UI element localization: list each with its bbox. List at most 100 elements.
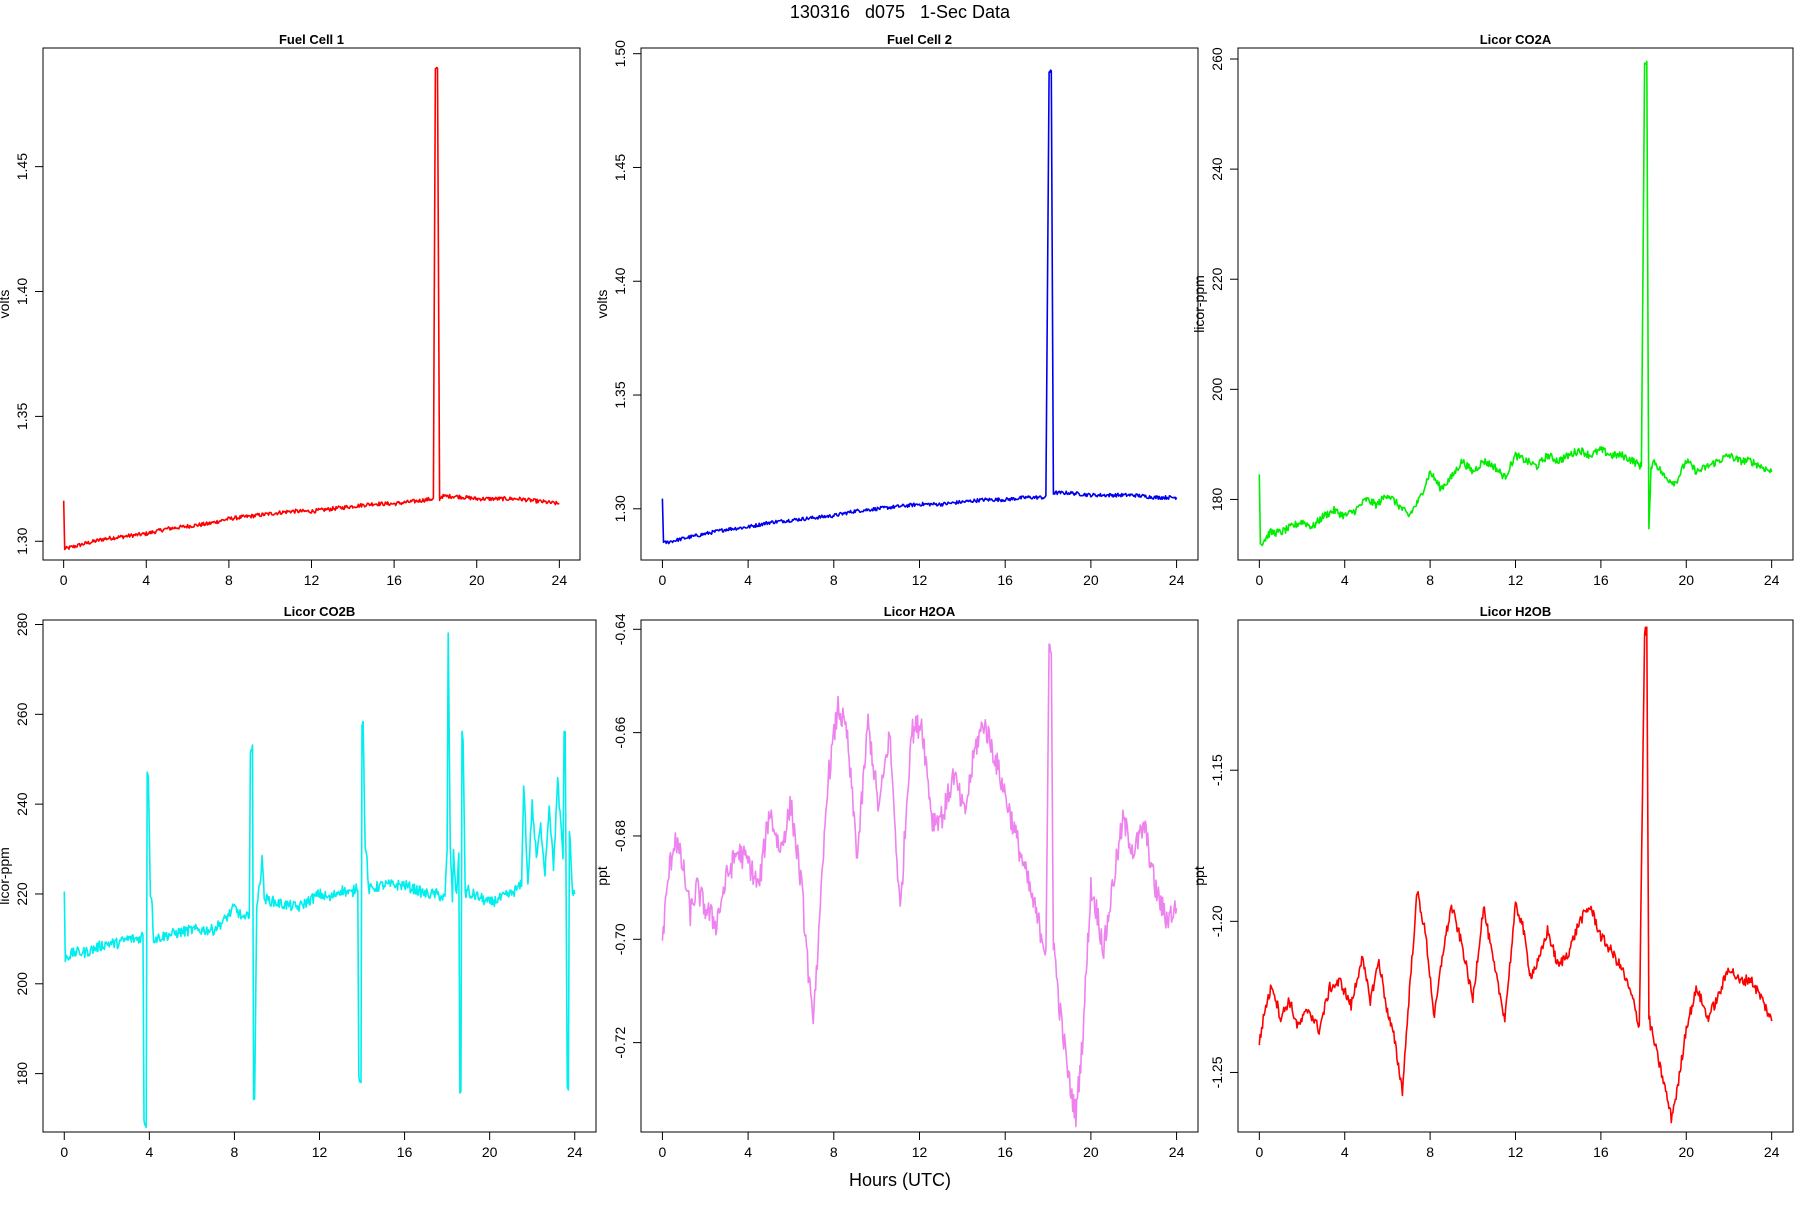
plot-frame [42, 619, 597, 1133]
x-tick-label: 8 [830, 572, 838, 588]
panel-title: Licor H2OA [884, 604, 956, 619]
x-tick-label: 8 [1426, 1144, 1434, 1160]
x-tick-label: 16 [1593, 1144, 1609, 1160]
y-axis-label: licor-ppm [0, 847, 12, 905]
x-tick-label: 12 [304, 572, 320, 588]
panel-fuel-cell-1: Fuel Cell 1 0 4 8 12 16 20 24 1.30 1.35 1.40 1.45 vo… [0, 32, 581, 588]
x-tick-label: 0 [659, 1144, 667, 1160]
x-tick-label: 20 [1083, 1144, 1099, 1160]
x-tick-label: 12 [1508, 1144, 1524, 1160]
x-tick-label: 4 [142, 572, 150, 588]
x-tick-label: 24 [1764, 572, 1780, 588]
y-tick-label: -0.64 [612, 613, 628, 645]
x-tick-label: 4 [1341, 1144, 1349, 1160]
y-tick-label: -0.70 [612, 923, 628, 955]
x-tick-label: 16 [997, 1144, 1013, 1160]
y-tick-label: 1.45 [612, 154, 628, 181]
x-tick-label: 16 [997, 572, 1013, 588]
y-tick-label: 200 [1209, 377, 1225, 401]
figure-title: 130316 d075 1-Sec Data [789, 2, 1011, 22]
y-tick-label: 180 [14, 1062, 30, 1086]
x-tick-label: 0 [60, 1144, 68, 1160]
plot-frame [42, 47, 581, 561]
x-tick-label: 12 [912, 1144, 928, 1160]
x-tick-label: 24 [552, 572, 568, 588]
panel-licor-co2b: Licor CO2B 0 4 8 12 16 20 24 180 200 220 240 260 280 l… [0, 604, 597, 1160]
y-tick-label: 1.35 [14, 403, 30, 430]
y-tick-label: 1.30 [14, 527, 30, 554]
panel-licor-h2ob: Licor H2OB 0 4 8 12 16 20 24 -1.25 -1.20 -1.15 ppt [1191, 604, 1794, 1160]
y-tick-label: -1.15 [1209, 754, 1225, 786]
x-tick-label: 8 [1426, 572, 1434, 588]
plot-frame [1237, 619, 1794, 1133]
panel-title: Fuel Cell 2 [887, 32, 952, 47]
series-line [661, 643, 1178, 1128]
y-axis-label: volts [594, 290, 610, 319]
panel-licor-h2oa: Licor H2OA 0 4 8 12 16 20 24 -0.72 -0.70 -0.68 -0.6… [594, 604, 1199, 1160]
x-tick-label: 0 [1255, 572, 1263, 588]
panel-title: Fuel Cell 1 [279, 32, 344, 47]
y-tick-label: 240 [14, 792, 30, 816]
y-tick-label: 280 [14, 613, 30, 637]
x-tick-label: 4 [1341, 572, 1349, 588]
series-line [63, 632, 576, 1129]
x-tick-label: 4 [744, 1144, 752, 1160]
series-line [62, 66, 560, 551]
panel-title: Licor CO2A [1480, 32, 1552, 47]
y-tick-label: 260 [14, 702, 30, 726]
x-tick-label: 20 [469, 572, 485, 588]
series-line [1258, 60, 1773, 547]
x-tick-label: 24 [1764, 1144, 1780, 1160]
x-tick-label: 20 [482, 1144, 498, 1160]
x-tick-label: 4 [145, 1144, 153, 1160]
plot-frame [640, 619, 1199, 1133]
panel-title: Licor H2OB [1480, 604, 1552, 619]
y-tick-label: -0.72 [612, 1026, 628, 1058]
y-tick-label: 260 [1209, 47, 1225, 71]
y-tick-label: 1.45 [14, 153, 30, 180]
y-tick-label: 1.50 [612, 40, 628, 67]
y-tick-label: 220 [1209, 267, 1225, 291]
x-tick-label: 24 [567, 1144, 583, 1160]
x-tick-label: 0 [60, 572, 68, 588]
y-tick-label: 1.40 [612, 267, 628, 294]
plot-frame [1237, 47, 1794, 561]
x-tick-label: 0 [659, 572, 667, 588]
y-tick-label: -0.68 [612, 820, 628, 852]
x-tick-label: 8 [231, 1144, 239, 1160]
figure-xlabel: Hours (UTC) [849, 1170, 951, 1190]
y-axis-label: licor-ppm [1191, 275, 1207, 333]
x-tick-label: 12 [912, 572, 928, 588]
panel-fuel-cell-2: Fuel Cell 2 0 4 8 12 16 20 24 1.30 1.35 1.40 1.45 1.… [594, 32, 1199, 588]
y-tick-label: 200 [14, 972, 30, 996]
plot-frame [640, 47, 1199, 561]
x-tick-label: 0 [1255, 1144, 1263, 1160]
y-tick-label: 1.40 [14, 278, 30, 305]
x-tick-label: 20 [1678, 1144, 1694, 1160]
x-tick-label: 16 [386, 572, 402, 588]
x-tick-label: 24 [1169, 1144, 1185, 1160]
x-tick-label: 12 [1508, 572, 1524, 588]
y-tick-label: 1.30 [612, 495, 628, 522]
x-tick-label: 16 [1593, 572, 1609, 588]
y-tick-label: 240 [1209, 157, 1225, 181]
panel-licor-co2a: Licor CO2A 0 4 8 12 16 20 24 180 200 220 240 260 lico… [1191, 32, 1794, 588]
y-tick-label: 1.35 [612, 381, 628, 408]
panel-title: Licor CO2B [284, 604, 356, 619]
y-axis-label: ppt [594, 866, 610, 886]
x-tick-label: 12 [312, 1144, 328, 1160]
y-tick-label: 220 [14, 882, 30, 906]
y-tick-label: -0.66 [612, 716, 628, 748]
x-tick-label: 24 [1169, 572, 1185, 588]
series-line [1258, 626, 1773, 1124]
x-tick-label: 20 [1678, 572, 1694, 588]
x-tick-label: 16 [397, 1144, 413, 1160]
x-tick-label: 8 [830, 1144, 838, 1160]
x-tick-label: 8 [225, 572, 233, 588]
y-tick-label: 180 [1209, 488, 1225, 512]
y-tick-label: -1.25 [1209, 1056, 1225, 1088]
y-axis-label: ppt [1191, 866, 1207, 886]
y-tick-label: -1.20 [1209, 905, 1225, 937]
